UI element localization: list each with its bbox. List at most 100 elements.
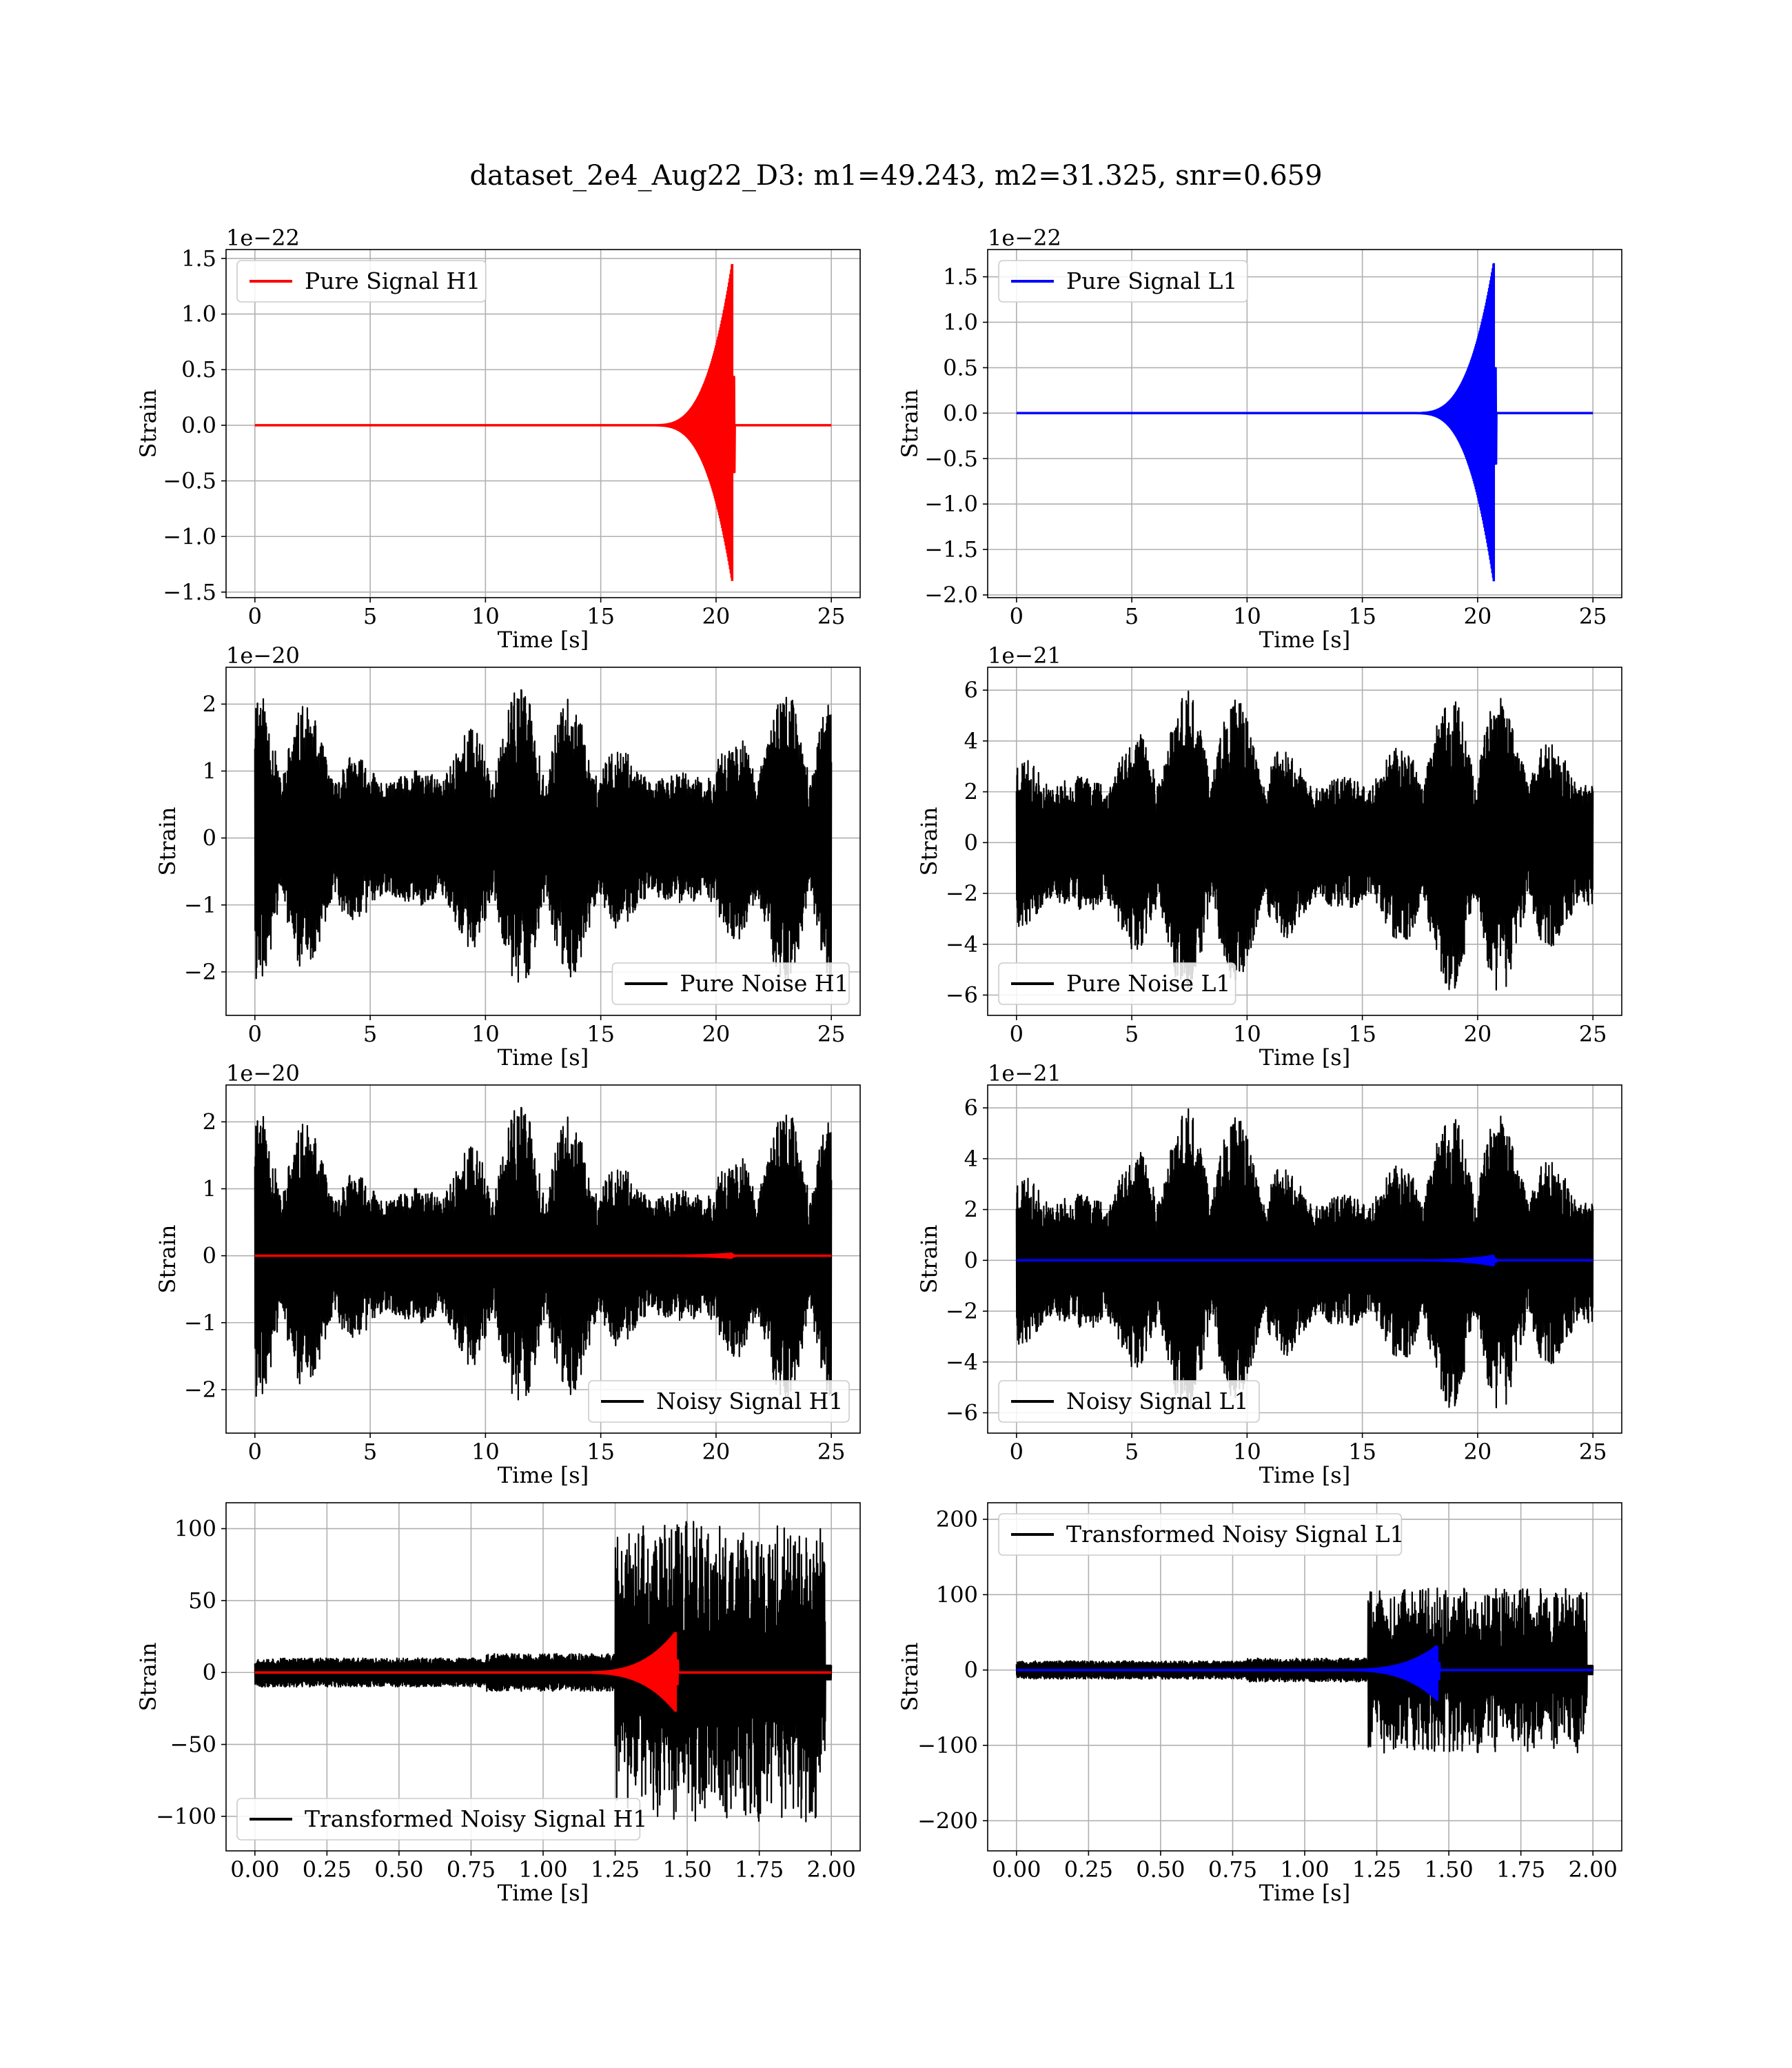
y-axis-label: Strain	[897, 389, 923, 458]
x-axis-label: Time [s]	[1259, 1880, 1350, 1906]
series-line-pure-noise-h1	[254, 689, 833, 983]
x-axis-label: Time [s]	[1259, 1044, 1350, 1071]
y-tick-label: 0	[203, 825, 216, 851]
x-tick-label: 10	[471, 1439, 500, 1465]
y-tick-label: 200	[936, 1506, 978, 1532]
x-tick-label: 0	[248, 603, 262, 629]
y-tick-label: 0.5	[943, 354, 978, 381]
legend-box	[998, 962, 1236, 1005]
y-tick-label: 4	[964, 728, 978, 754]
legend: Pure Noise H1	[611, 962, 850, 1005]
legend: Pure Signal L1	[998, 260, 1248, 303]
x-tick-label: 25	[1579, 1021, 1607, 1047]
legend-box	[998, 1380, 1260, 1423]
series-line-pure-signal-l1	[1015, 263, 1594, 582]
x-tick-label: 5	[1125, 1021, 1139, 1047]
x-tick-label: 20	[702, 603, 731, 629]
legend-box	[588, 1380, 850, 1423]
y-tick-label: 1.5	[181, 245, 216, 272]
x-tick-label: 0.25	[303, 1856, 352, 1883]
y-tick-label: 0	[964, 829, 978, 855]
axis-offset-label: 1e−20	[226, 1060, 300, 1086]
y-tick-label: −0.5	[163, 468, 216, 494]
series-line-noisy-signal-h1	[254, 1106, 833, 1401]
x-tick-label: 20	[702, 1021, 731, 1047]
axis-offset-label: 1e−20	[226, 642, 300, 669]
x-axis-label: Time [s]	[498, 1462, 589, 1488]
chart-panel-transformed-h1: 0.00 0.25 0.50 0.75 1.00 1.25 1.50 1.75 2.00 −100…	[135, 1502, 861, 1906]
x-tick-label: 1.25	[1352, 1856, 1401, 1883]
x-tick-label: 15	[1348, 1021, 1376, 1047]
chart-panel-pure-signal-h1: 0 5 10 15 20 25 −1.5 −1.0 −0.5 0.0 0.5 1.0 1.5 1e−22 T…	[135, 225, 861, 653]
x-tick-label: 0.00	[992, 1856, 1041, 1883]
x-tick-label: 0.50	[374, 1856, 423, 1883]
legend-entry: Noisy Signal H1	[656, 1388, 843, 1415]
x-tick-label: 20	[1464, 1439, 1492, 1465]
x-tick-label: 10	[1233, 1021, 1261, 1047]
series-line-transformed-noisy-signal-h1	[254, 1521, 833, 1823]
x-tick-label: 0	[1010, 1439, 1024, 1465]
plot-area	[254, 1521, 833, 1823]
series-line-transformed-l1-signal	[1015, 1645, 1594, 1701]
y-tick-label: 1	[203, 1176, 216, 1202]
y-tick-label: −2	[946, 1298, 978, 1324]
y-axis-label: Strain	[135, 1643, 161, 1712]
x-axis-label: Time [s]	[498, 1044, 589, 1071]
y-tick-label: 0	[964, 1247, 978, 1273]
y-tick-label: 0	[203, 1243, 216, 1269]
x-tick-label: 15	[587, 603, 615, 629]
x-tick-label: 0	[1010, 603, 1024, 629]
x-tick-label: 25	[817, 603, 846, 629]
legend-entry: Pure Signal L1	[1066, 267, 1237, 294]
x-tick-label: 25	[817, 1439, 846, 1465]
plot-area	[1015, 263, 1594, 582]
y-tick-label: 0	[964, 1657, 978, 1683]
axis-offset-label: 1e−22	[226, 225, 300, 251]
legend-entry: Transformed Noisy Signal L1	[1066, 1521, 1404, 1548]
x-tick-label: 2.00	[1569, 1856, 1618, 1883]
series-line-noisy-signal-h1-signal	[254, 1253, 833, 1259]
chart-panel-pure-noise-h1: 0 5 10 15 20 25 −2 −1 0 1 2 1e−20 Time [s] Strain Pure…	[154, 642, 861, 1071]
y-axis-label: Strain	[135, 389, 161, 458]
y-tick-label: 2	[203, 1108, 216, 1135]
y-tick-label: −2	[184, 1377, 216, 1403]
x-tick-label: 15	[587, 1021, 615, 1047]
y-tick-label: −6	[946, 982, 978, 1008]
y-axis-label: Strain	[916, 807, 942, 876]
axis-offset-label: 1e−21	[988, 642, 1061, 669]
y-tick-label: −1.5	[163, 579, 216, 605]
axes-frame	[987, 1084, 1622, 1434]
series-line-noisy-signal-l1	[1015, 1108, 1594, 1410]
chart-panel-transformed-l1: 0.00 0.25 0.50 0.75 1.00 1.25 1.50 1.75 2.00 −200…	[897, 1502, 1622, 1906]
y-axis-label: Strain	[916, 1225, 942, 1294]
plot-area	[254, 689, 833, 983]
y-tick-label: 1.5	[943, 264, 978, 290]
y-tick-label: −1.0	[924, 491, 978, 517]
y-axis-label: Strain	[154, 807, 181, 876]
legend: Pure Noise L1	[998, 962, 1236, 1005]
y-tick-label: 2	[964, 1197, 978, 1223]
x-tick-label: 15	[587, 1439, 615, 1465]
y-tick-label: 0.0	[943, 400, 978, 426]
legend-box	[998, 1513, 1403, 1556]
x-axis-label: Time [s]	[1259, 627, 1350, 653]
legend: Transformed Noisy Signal H1	[236, 1798, 647, 1841]
y-tick-label: 4	[964, 1146, 978, 1172]
legend: Noisy Signal H1	[588, 1380, 850, 1423]
x-tick-label: 5	[363, 1439, 377, 1465]
x-tick-label: 25	[1579, 1439, 1607, 1465]
x-tick-label: 0.50	[1136, 1856, 1185, 1883]
y-tick-label: 0	[203, 1659, 216, 1685]
x-tick-label: 0	[248, 1439, 262, 1465]
x-tick-label: 10	[471, 1021, 500, 1047]
legend-entry: Pure Noise L1	[1066, 970, 1230, 997]
legend: Pure Signal H1	[236, 260, 487, 303]
plot-area	[254, 1106, 833, 1401]
axes-frame	[987, 249, 1622, 598]
x-tick-label: 0.00	[230, 1856, 279, 1883]
x-tick-label: 2.00	[807, 1856, 856, 1883]
x-tick-label: 1.00	[1280, 1856, 1329, 1883]
series-line-pure-signal-h1	[254, 264, 833, 581]
x-tick-label: 1.00	[518, 1856, 567, 1883]
x-tick-label: 0.25	[1064, 1856, 1113, 1883]
